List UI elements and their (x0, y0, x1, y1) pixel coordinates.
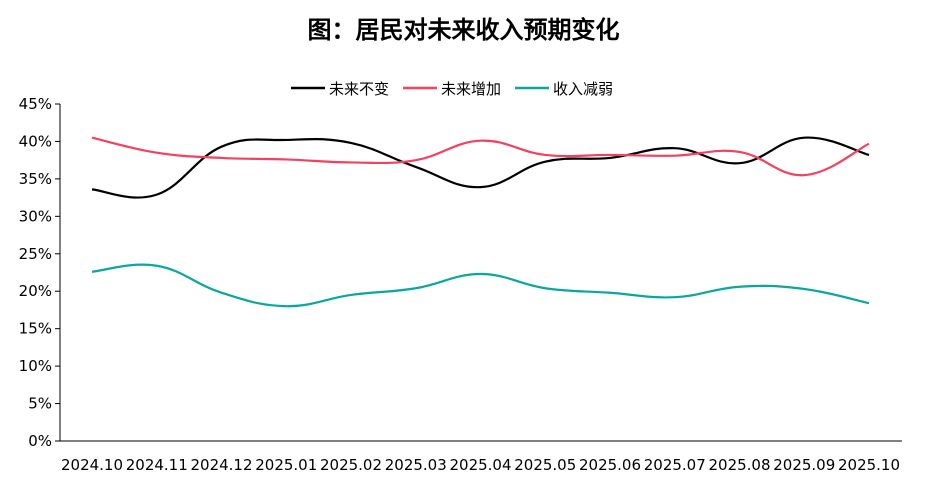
x-tick-label: 2025.07 (644, 456, 706, 474)
y-tick-label: 35% (19, 170, 52, 188)
y-tick-label: 45% (19, 95, 52, 113)
x-tick-label: 2025.01 (255, 456, 317, 474)
x-tick-label: 2025.10 (838, 456, 900, 474)
legend-label: 未来不变 (329, 80, 389, 98)
y-tick-label: 10% (19, 357, 52, 375)
x-tick-label: 2025.04 (449, 456, 511, 474)
series-line-1 (91, 136, 870, 199)
legend-label: 收入减弱 (553, 80, 613, 98)
y-tick-label: 0% (28, 432, 52, 450)
y-tick-label: 25% (19, 245, 52, 263)
x-tick-label: 2024.12 (190, 456, 252, 474)
x-tick-label: 2025.05 (514, 456, 576, 474)
y-tick-label: 15% (19, 320, 52, 338)
y-tick-label: 20% (19, 282, 52, 300)
chart-title: 图：居民对未来收入预期变化 (307, 16, 620, 44)
y-tick-label: 30% (19, 207, 52, 225)
x-tick-label: 2025.09 (773, 456, 835, 474)
y-tick-label: 5% (28, 395, 52, 413)
y-tick-label: 40% (19, 132, 52, 150)
x-tick-label: 2024.11 (126, 456, 188, 474)
x-tick-label: 2025.02 (320, 456, 382, 474)
series-line-2 (91, 136, 870, 177)
x-tick-label: 2025.06 (579, 456, 641, 474)
x-tick-label: 2025.03 (385, 456, 447, 474)
x-tick-label: 2025.08 (708, 456, 770, 474)
series-line-3 (91, 263, 870, 308)
legend-label: 未来增加 (441, 80, 501, 98)
x-tick-label: 2024.10 (61, 456, 123, 474)
